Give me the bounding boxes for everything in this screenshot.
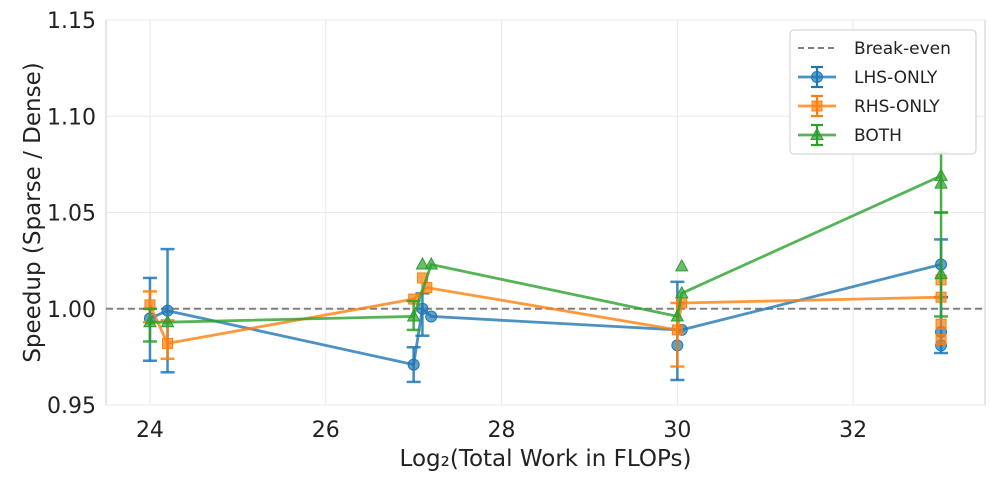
- legend-swatch-marker: [811, 100, 823, 112]
- data-point-both: [160, 314, 175, 328]
- data-point-rhs-only: [935, 318, 947, 330]
- x-tick-label: 26: [312, 418, 340, 443]
- data-point-both: [934, 176, 948, 189]
- legend: Break-even LHS-ONLY RHS-ONLY BOTH: [789, 29, 977, 155]
- data-point-rhs-only: [935, 334, 947, 346]
- y-tick-label: 0.95: [47, 394, 96, 419]
- data-point-both: [424, 256, 439, 270]
- data-point-lhs-only: [407, 358, 420, 371]
- x-tick-label: 28: [488, 418, 516, 443]
- y-tick-label: 1.05: [47, 202, 96, 227]
- y-tick-label: 1.00: [47, 298, 96, 323]
- y-axis-label: Speedup (Sparse / Dense): [20, 62, 46, 362]
- data-point-rhs-only: [162, 337, 174, 349]
- legend-swatch-marker: [810, 127, 824, 140]
- data-point-both: [143, 314, 157, 328]
- legend-label: RHS-ONLY: [854, 97, 940, 117]
- legend-item: BOTH: [798, 123, 902, 147]
- data-point-both: [674, 285, 689, 299]
- x-tick-label: 24: [136, 418, 164, 443]
- data-point-rhs-only: [421, 282, 433, 294]
- data-point-both: [674, 258, 689, 272]
- legend-item: LHS-ONLY: [798, 65, 938, 89]
- tick-labels: 24 26 28 30 32 0.95 1.00 1.05 1.10 1.15: [47, 9, 867, 443]
- data-point-both: [934, 266, 948, 280]
- legend-label: Break-even: [854, 39, 951, 59]
- series-both: [142, 151, 949, 343]
- data-point-both: [415, 256, 430, 270]
- legend-label: BOTH: [854, 126, 902, 146]
- data-point-rhs-only: [671, 324, 683, 336]
- series-layer: [142, 151, 949, 384]
- legend-swatch-marker: [811, 71, 823, 83]
- x-tick-label: 32: [839, 418, 867, 443]
- x-tick-label: 30: [663, 418, 691, 443]
- data-point-lhs-only: [425, 310, 438, 323]
- y-tick-label: 1.10: [47, 105, 96, 130]
- legend-item: RHS-ONLY: [798, 94, 940, 118]
- x-axis-label: Log₂(Total Work in FLOPs): [400, 446, 692, 472]
- legend-label: LHS-ONLY: [854, 68, 938, 88]
- legend-item: Break-even: [798, 39, 951, 59]
- legend-box: [789, 29, 977, 155]
- data-point-both: [406, 308, 421, 322]
- data-point-lhs-only: [161, 304, 174, 317]
- data-point-both: [670, 308, 685, 322]
- y-tick-label: 1.15: [47, 9, 96, 34]
